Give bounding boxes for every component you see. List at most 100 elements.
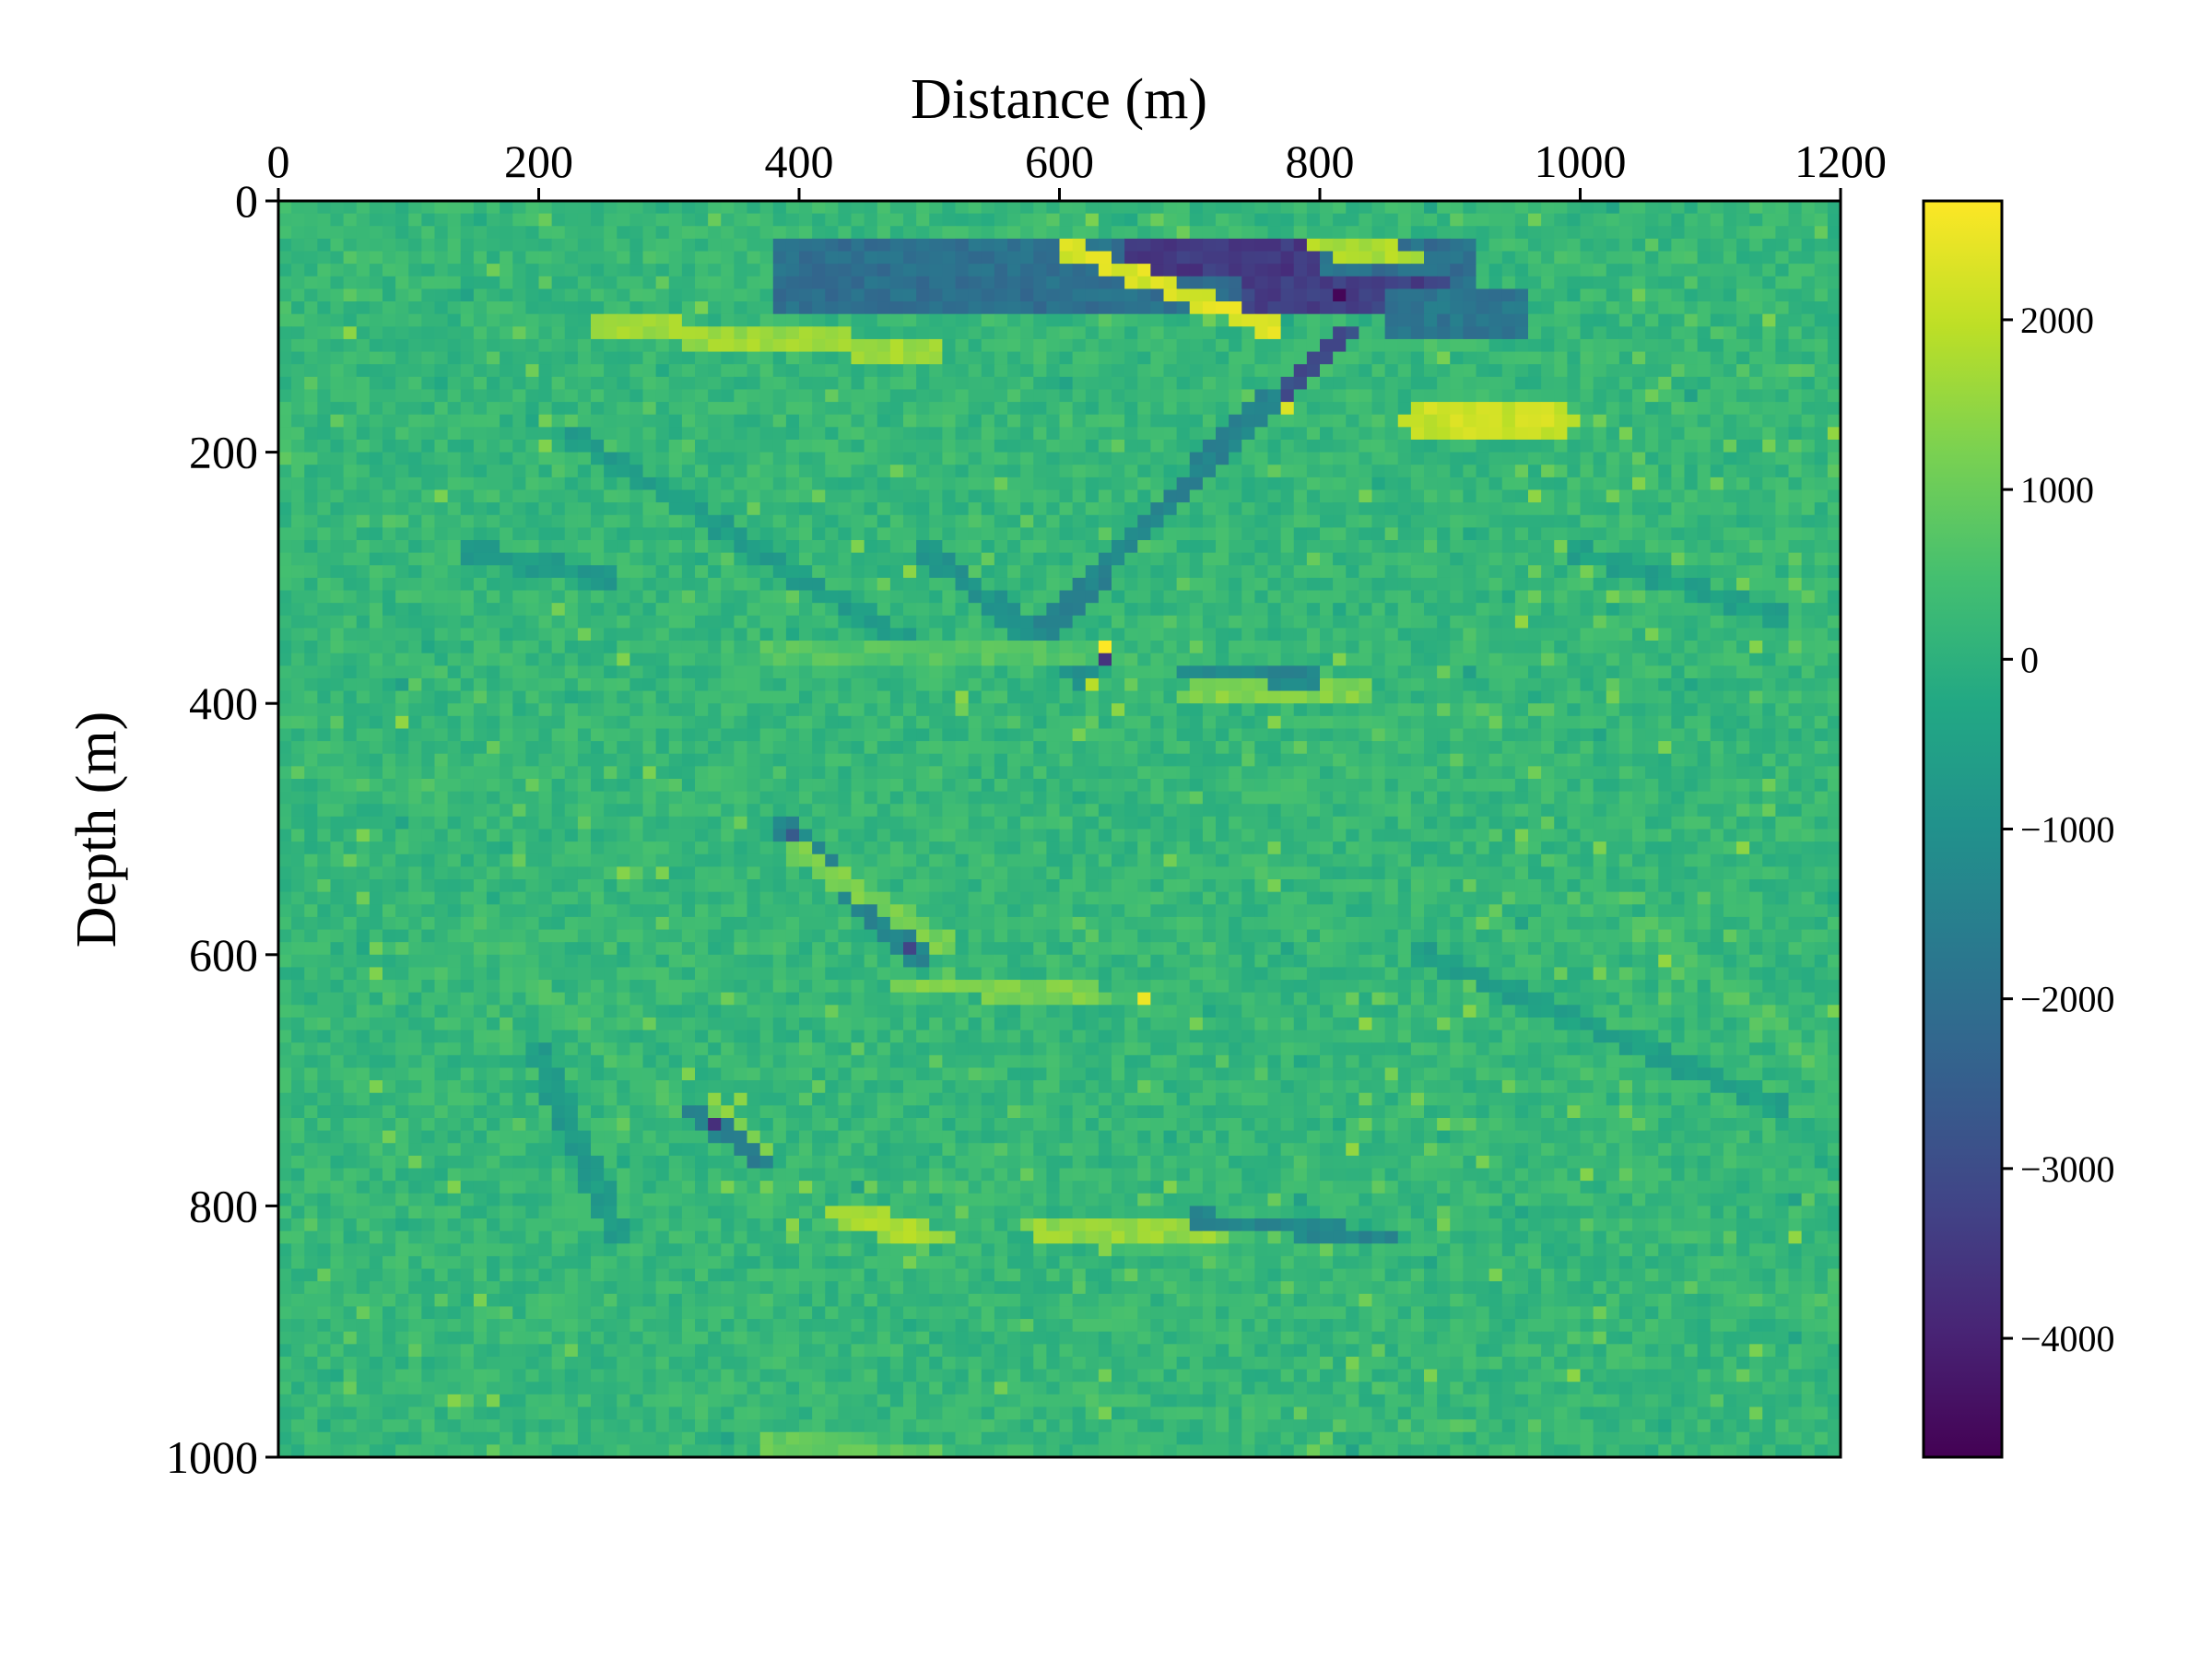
heatmap-cell [1697, 552, 1712, 566]
heatmap-cell [1684, 351, 1699, 365]
heatmap-cell [1450, 313, 1464, 327]
heatmap-cell [695, 677, 709, 692]
heatmap-cell [525, 477, 540, 491]
heatmap-cell [772, 326, 787, 340]
heatmap-cell [460, 615, 475, 629]
heatmap-cell [903, 288, 917, 302]
heatmap-cell [642, 552, 657, 566]
heatmap-cell [317, 552, 332, 566]
heatmap-cell [447, 677, 462, 692]
heatmap-cell [629, 414, 644, 428]
heatmap-cell [330, 301, 345, 315]
heatmap-cell [304, 301, 318, 315]
heatmap-cell [877, 514, 891, 528]
heatmap-cell [1736, 427, 1750, 441]
heatmap-cell [278, 389, 292, 403]
heatmap-cell [1241, 364, 1255, 378]
heatmap-cell [1267, 603, 1282, 617]
heatmap-cell [421, 502, 436, 516]
heatmap-cell [942, 703, 957, 717]
heatmap-cell [356, 439, 371, 453]
heatmap-cell [1736, 552, 1750, 566]
heatmap-cell [1046, 414, 1061, 428]
heatmap-cell [1541, 427, 1555, 441]
heatmap-cell [864, 540, 878, 554]
heatmap-cell [1267, 590, 1282, 604]
heatmap-cell [968, 514, 982, 528]
heatmap-cell [304, 514, 318, 528]
heatmap-cell [1384, 590, 1399, 604]
heatmap-cell [1163, 389, 1178, 403]
heatmap-cell [1658, 251, 1672, 265]
heatmap-cell [1450, 452, 1464, 465]
heatmap-cell [1437, 338, 1451, 353]
heatmap-cell [1359, 251, 1373, 265]
heatmap-cell [916, 452, 930, 465]
heatmap-cell [889, 715, 904, 730]
heatmap-cell [1333, 389, 1347, 403]
heatmap-cell [1632, 628, 1646, 641]
heatmap-cell [1541, 338, 1555, 353]
heatmap-cell [1333, 351, 1347, 365]
heatmap-cell [838, 514, 853, 528]
heatmap-cell [812, 565, 826, 579]
heatmap-cell [304, 565, 318, 579]
heatmap-cell [759, 364, 774, 378]
heatmap-cell [1684, 514, 1699, 528]
heatmap-cell [1150, 238, 1165, 253]
heatmap-cell [1723, 338, 1737, 353]
heatmap-cell [1488, 376, 1503, 391]
heatmap-cell [1098, 665, 1112, 679]
heatmap-cell [304, 389, 318, 403]
heatmap-cell [1488, 213, 1503, 227]
heatmap-cell [1280, 703, 1295, 717]
heatmap-cell [1189, 540, 1204, 554]
heatmap-cell [889, 565, 904, 579]
heatmap-cell [903, 465, 917, 478]
heatmap-cell [981, 641, 995, 654]
heatmap-cell [747, 276, 761, 290]
heatmap-cell [1463, 527, 1477, 541]
heatmap-cell [617, 414, 630, 428]
heatmap-cell [1514, 489, 1529, 503]
heatmap-cell [512, 201, 526, 215]
heatmap-cell [591, 452, 605, 465]
heatmap-cell [1306, 552, 1321, 566]
heatmap-cell [1280, 338, 1295, 353]
heatmap-cell [617, 715, 630, 730]
heatmap-cell [772, 590, 787, 604]
heatmap-cell [825, 665, 839, 679]
heatmap-cell [1137, 590, 1151, 604]
heatmap-cell [343, 364, 358, 378]
heatmap-cell [1229, 653, 1242, 666]
heatmap-cell [1671, 213, 1686, 227]
heatmap-cell [1333, 690, 1347, 704]
heatmap-cell [434, 213, 449, 227]
heatmap-cell [1567, 628, 1582, 641]
heatmap-cell [1189, 288, 1204, 302]
heatmap-cell [1085, 565, 1100, 579]
heatmap-cell [721, 465, 735, 478]
heatmap-cell [929, 527, 943, 541]
heatmap-cell [551, 364, 566, 378]
heatmap-cell [799, 653, 813, 666]
heatmap-cell [1306, 376, 1321, 391]
heatmap-cell [1020, 376, 1034, 391]
heatmap-cell [1618, 276, 1633, 290]
heatmap-cell [916, 477, 930, 491]
heatmap-cell [330, 326, 345, 340]
heatmap-cell [759, 351, 774, 365]
heatmap-cell [1514, 665, 1529, 679]
heatmap-cell [330, 653, 345, 666]
heatmap-cell [1176, 628, 1191, 641]
heatmap-cell [512, 590, 526, 604]
heatmap-cell [369, 402, 383, 416]
heatmap-cell [889, 238, 904, 253]
heatmap-cell [1007, 364, 1021, 378]
heatmap-cell [1632, 477, 1646, 491]
heatmap-cell [1046, 427, 1061, 441]
heatmap-cell [955, 489, 970, 503]
heatmap-cell [1541, 313, 1555, 327]
heatmap-cell [929, 565, 943, 579]
heatmap-cell [1476, 452, 1490, 465]
